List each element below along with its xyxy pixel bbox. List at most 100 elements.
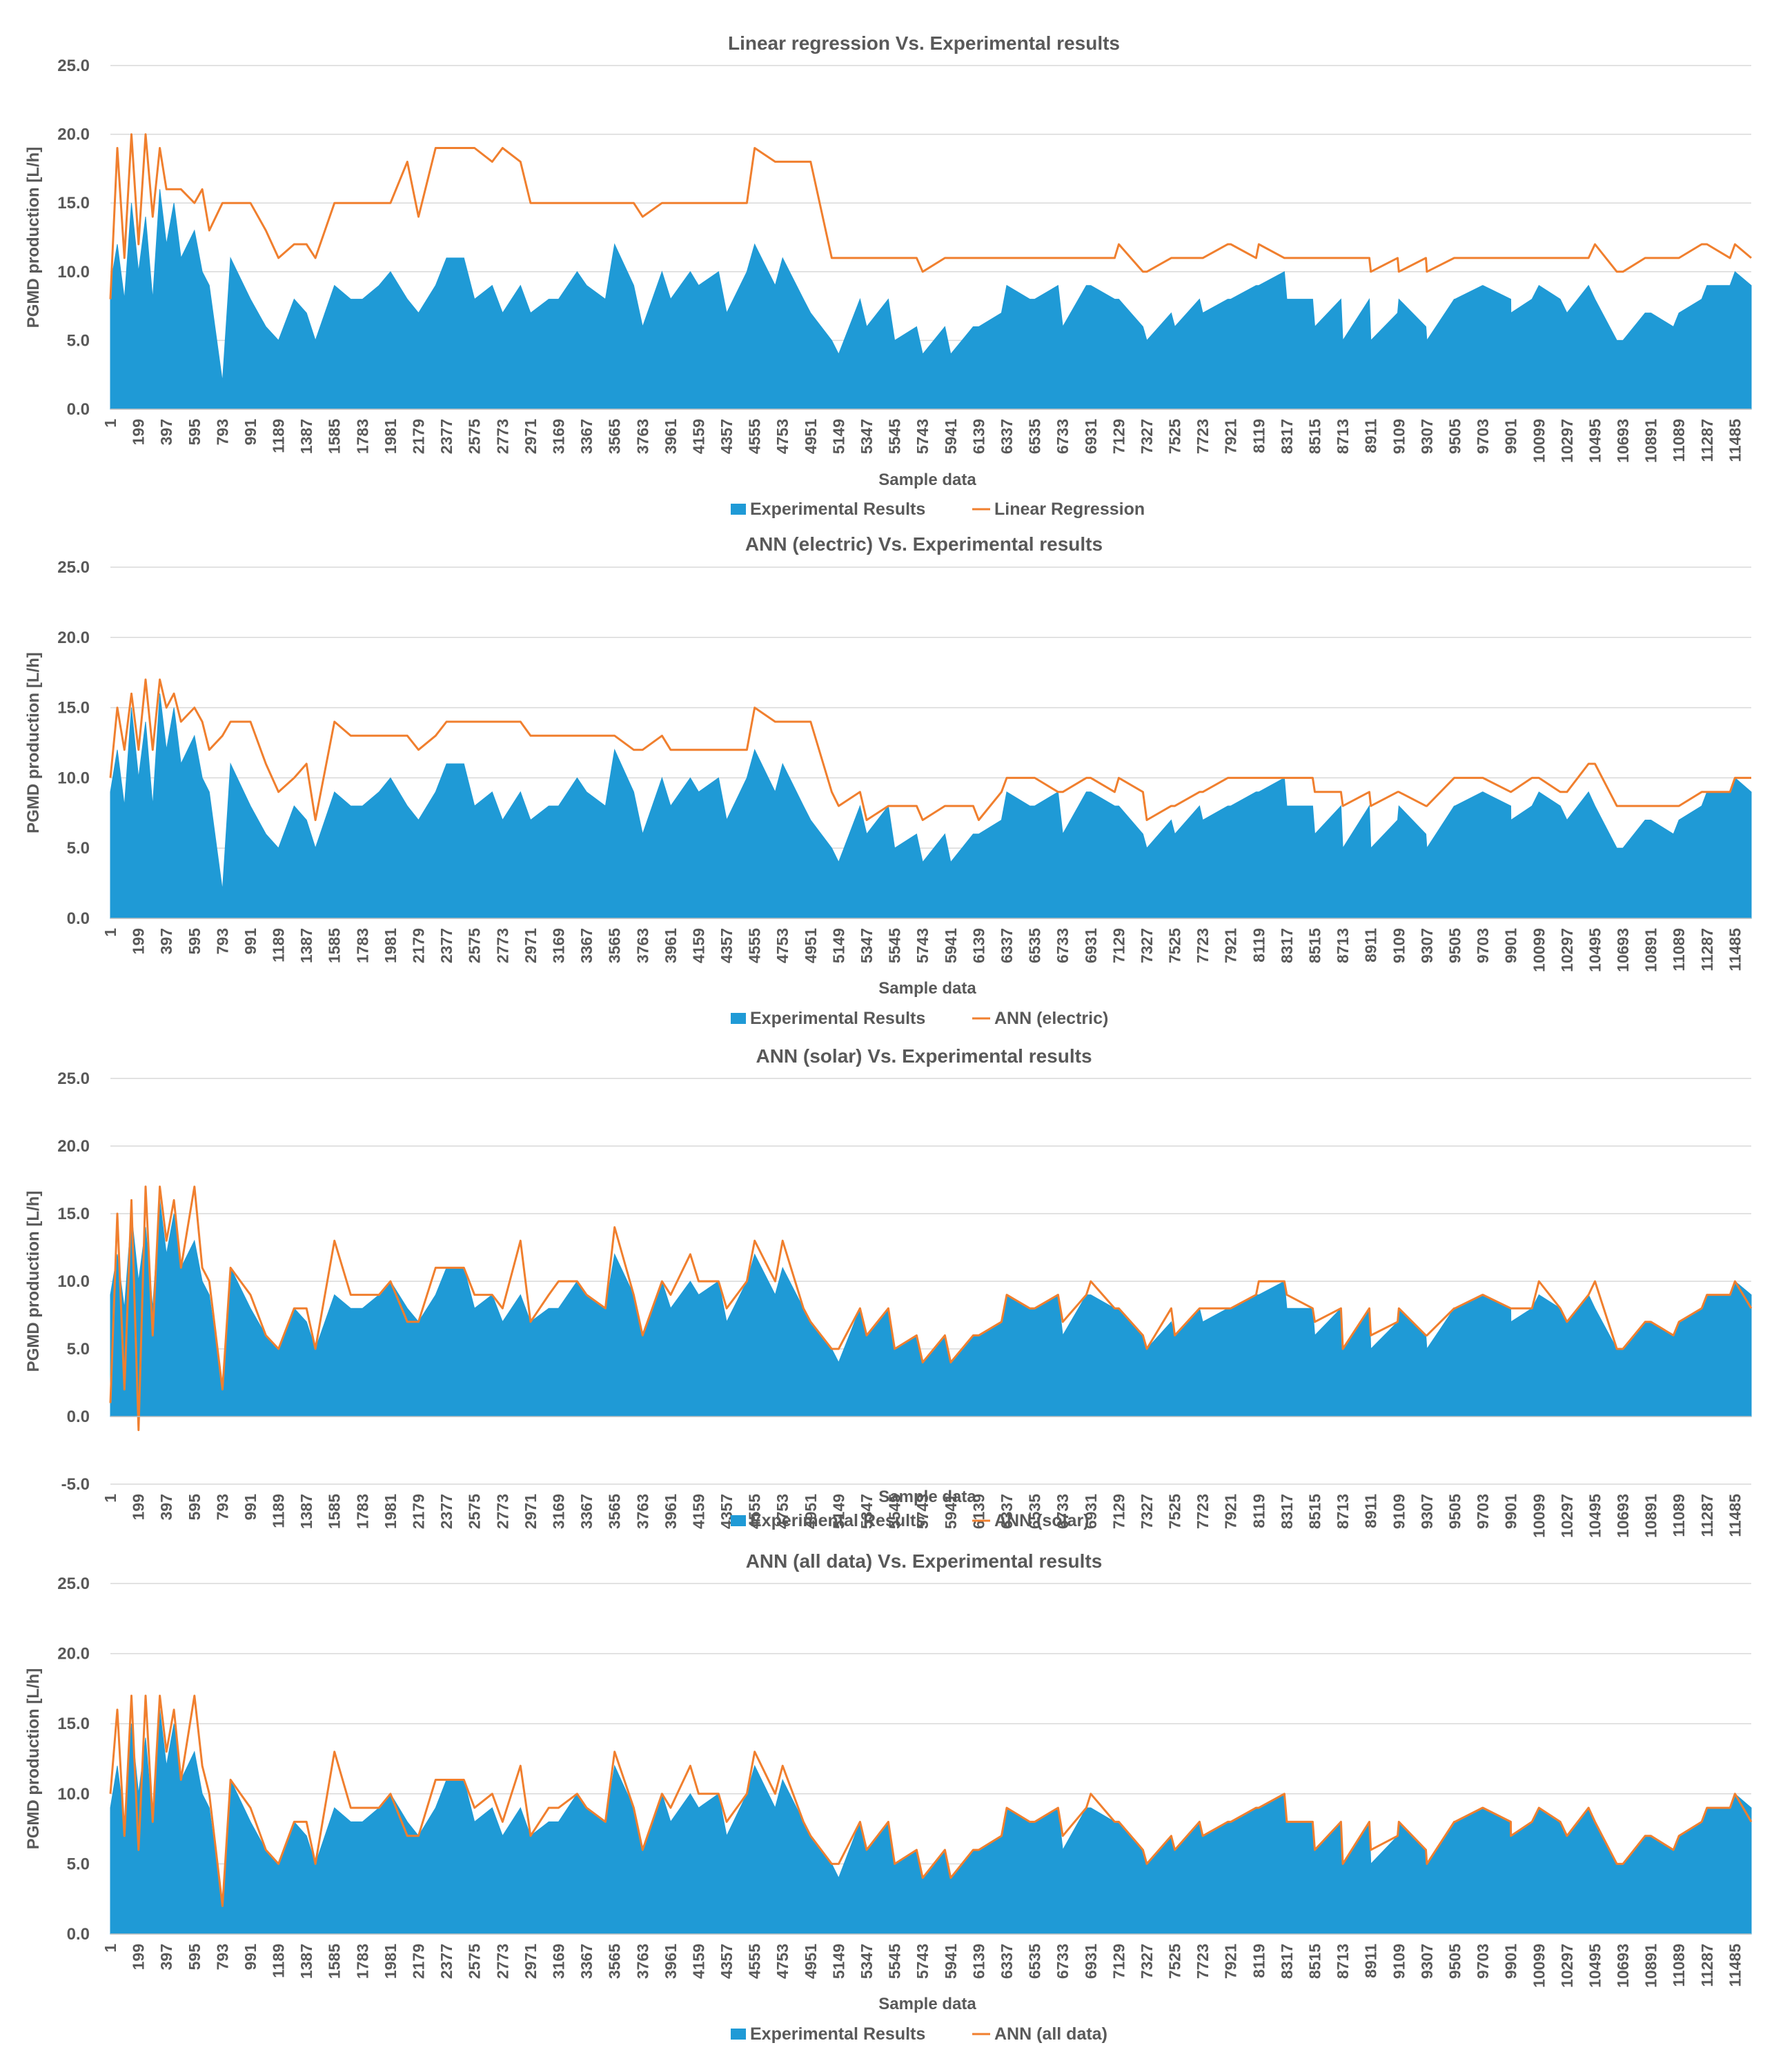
x-tick-label: 11287	[1698, 419, 1716, 462]
x-tick-label: 4555	[746, 419, 764, 454]
chart-panel-2: ANN (electric) Vs. Experimental results 0…	[24, 533, 1752, 1028]
x-tick-label: 8119	[1250, 1944, 1268, 1978]
x-tick-label: 2971	[522, 419, 540, 454]
x-tick-label: 8515	[1306, 1944, 1324, 1979]
x-tick-label: 4357	[718, 419, 736, 454]
x-tick-label: 2575	[466, 928, 484, 963]
x-tick-label: 1	[101, 419, 119, 428]
y-tick-label: 25.0	[57, 1069, 90, 1088]
x-tick-label: 9505	[1446, 928, 1464, 963]
experimental-results-area	[110, 189, 1752, 410]
x-tick-label: 2773	[493, 928, 511, 963]
x-tick-label: 7921	[1222, 1944, 1240, 1979]
x-tick-label: 10693	[1614, 419, 1632, 463]
y-tick-label: 15.0	[57, 699, 90, 718]
x-tick-label: 10891	[1642, 1944, 1660, 1988]
x-tick-label: 199	[130, 1494, 148, 1520]
chart-title: ANN (all data) Vs. Experimental results	[746, 1550, 1103, 1572]
x-tick-label: 8713	[1334, 928, 1352, 963]
x-tick-label: 5545	[886, 1494, 904, 1529]
y-tick-label: 25.0	[57, 57, 90, 75]
x-tick-label: 1783	[353, 1944, 371, 1979]
legend-swatch-experimental	[731, 504, 746, 515]
x-tick-label: 3961	[662, 1944, 680, 1979]
x-tick-label: 9505	[1446, 1944, 1464, 1979]
x-tick-label: 7327	[1138, 1494, 1156, 1529]
x-tick-label: 8911	[1362, 928, 1380, 963]
x-tick-label: 9307	[1418, 1494, 1436, 1529]
x-tick-label: 9703	[1474, 419, 1492, 454]
x-tick-label: 9901	[1502, 928, 1520, 963]
x-tick-label: 6337	[998, 1494, 1016, 1529]
x-tick-label: 7921	[1222, 928, 1240, 963]
x-tick-label: 10297	[1558, 928, 1576, 972]
x-tick-label: 8515	[1306, 419, 1324, 454]
y-tick-label: 0.0	[67, 400, 90, 419]
x-tick-label: 8713	[1334, 419, 1352, 454]
x-tick-label: 5941	[942, 1944, 960, 1979]
x-tick-label: 5347	[858, 419, 876, 454]
x-tick-label: 3367	[578, 1944, 595, 1979]
x-tick-label: 3565	[606, 1944, 624, 1979]
x-tick-label: 4951	[802, 1944, 820, 1979]
x-tick-label: 7327	[1138, 928, 1156, 963]
x-tick-label: 5347	[858, 1494, 876, 1529]
x-tick-label: 8515	[1306, 928, 1324, 963]
y-axis-label: PGMD production [L/h]	[24, 652, 43, 833]
x-tick-label: 1783	[353, 928, 371, 963]
x-tick-label: 2773	[493, 419, 511, 454]
x-tick-label: 5149	[829, 928, 847, 963]
x-tick-label: 9109	[1390, 928, 1408, 963]
x-tick-label: 7723	[1194, 1494, 1212, 1529]
x-tick-label: 397	[157, 419, 175, 445]
x-tick-label: 9505	[1446, 1494, 1464, 1529]
model-series-line	[109, 133, 1752, 299]
x-tick-label: 1387	[297, 1944, 315, 1979]
experimental-results-area	[110, 1709, 1752, 1935]
x-tick-label: 5941	[942, 419, 960, 454]
x-tick-label: 595	[186, 1494, 204, 1521]
legend-swatch-experimental	[731, 1515, 746, 1526]
x-tick-label: 6535	[1026, 1944, 1044, 1979]
x-tick-label: 11089	[1670, 419, 1688, 462]
y-tick-label: 5.0	[67, 1855, 90, 1873]
x-tick-label: 2971	[522, 928, 540, 963]
x-tick-label: 9703	[1474, 1494, 1492, 1529]
x-tick-label: 2377	[437, 419, 455, 454]
x-tick-label: 2575	[466, 419, 484, 454]
x-tick-label: 7129	[1110, 1944, 1127, 1979]
x-tick-label: 3367	[578, 928, 595, 963]
x-tick-label: 793	[213, 419, 231, 445]
x-tick-label: 6535	[1026, 1494, 1044, 1529]
x-tick-label: 1189	[270, 419, 288, 453]
x-tick-label: 2971	[522, 1494, 540, 1529]
x-tick-label: 3169	[550, 419, 568, 454]
x-tick-label: 10099	[1530, 1944, 1548, 1988]
x-tick-label: 3169	[550, 1944, 568, 1979]
x-tick-label: 3763	[633, 928, 651, 963]
x-tick-label: 9901	[1502, 419, 1520, 454]
y-tick-label: 0.0	[67, 909, 90, 928]
x-tick-label: 10297	[1558, 419, 1576, 463]
x-tick-label: 9703	[1474, 1944, 1492, 1979]
x-tick-label: 11485	[1726, 1944, 1744, 1987]
x-tick-label: 3169	[550, 928, 568, 963]
x-axis-label: Sample data	[878, 1488, 976, 1506]
legend-label-model: ANN (electric)	[994, 1009, 1108, 1028]
x-tick-label: 4159	[690, 419, 708, 454]
model-series-line	[109, 678, 1751, 821]
x-tick-label: 11287	[1698, 1944, 1716, 1987]
x-tick-label: 2377	[437, 1494, 455, 1529]
x-tick-label: 3367	[578, 419, 595, 454]
x-tick-label: 1387	[297, 928, 315, 963]
x-tick-label: 6337	[998, 1944, 1016, 1979]
x-tick-label: 6733	[1054, 928, 1072, 963]
x-tick-label: 7723	[1194, 419, 1212, 454]
x-tick-label: 397	[157, 928, 175, 954]
x-tick-label: 4357	[718, 1944, 736, 1979]
x-tick-label: 6535	[1026, 419, 1044, 454]
x-tick-label: 11485	[1726, 419, 1744, 462]
x-tick-label: 3169	[550, 1494, 568, 1529]
legend-swatch-experimental	[731, 2029, 746, 2040]
x-tick-label: 10297	[1558, 1944, 1576, 1988]
